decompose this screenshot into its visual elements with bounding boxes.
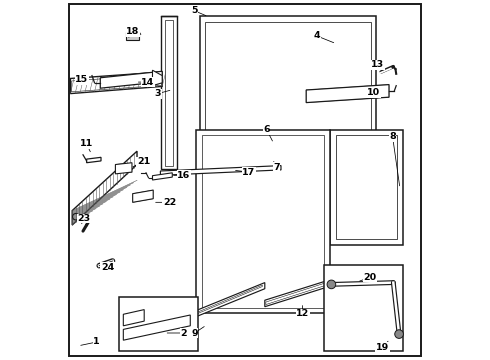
Polygon shape <box>123 310 144 326</box>
Text: 2: 2 <box>180 328 187 338</box>
Text: 19: 19 <box>376 343 389 352</box>
Text: 3: 3 <box>155 89 161 98</box>
Polygon shape <box>133 190 153 202</box>
Polygon shape <box>196 130 330 313</box>
Text: 14: 14 <box>141 77 154 86</box>
Text: 22: 22 <box>163 198 176 207</box>
Text: 1: 1 <box>94 338 100 346</box>
Polygon shape <box>152 70 162 86</box>
Polygon shape <box>200 16 376 146</box>
Text: 20: 20 <box>364 273 377 282</box>
Polygon shape <box>119 297 198 351</box>
Text: 16: 16 <box>177 171 191 180</box>
Polygon shape <box>160 166 281 175</box>
Text: 9: 9 <box>191 328 198 338</box>
Polygon shape <box>152 173 172 180</box>
Text: 6: 6 <box>263 125 270 134</box>
Text: 10: 10 <box>368 88 380 97</box>
Text: 5: 5 <box>192 6 198 15</box>
Polygon shape <box>265 278 336 307</box>
Circle shape <box>395 330 403 338</box>
Polygon shape <box>71 72 162 94</box>
Text: 21: 21 <box>137 157 150 166</box>
Text: 12: 12 <box>296 309 309 318</box>
Text: 4: 4 <box>314 31 320 40</box>
Polygon shape <box>72 151 137 225</box>
Text: 13: 13 <box>371 60 384 69</box>
Polygon shape <box>330 130 403 245</box>
Text: 11: 11 <box>80 139 93 148</box>
Circle shape <box>327 280 336 289</box>
Polygon shape <box>87 157 101 163</box>
Text: 24: 24 <box>101 263 114 271</box>
Text: 7: 7 <box>273 163 280 172</box>
Polygon shape <box>126 32 139 40</box>
Polygon shape <box>123 315 190 340</box>
Text: 17: 17 <box>242 167 255 176</box>
Polygon shape <box>324 265 403 351</box>
Polygon shape <box>306 85 389 103</box>
Text: 8: 8 <box>389 132 396 141</box>
Polygon shape <box>100 71 162 88</box>
Text: 15: 15 <box>75 76 88 85</box>
Polygon shape <box>162 16 176 169</box>
Text: 23: 23 <box>77 214 90 223</box>
Text: 18: 18 <box>126 27 139 36</box>
Polygon shape <box>162 283 265 330</box>
Polygon shape <box>116 163 132 174</box>
